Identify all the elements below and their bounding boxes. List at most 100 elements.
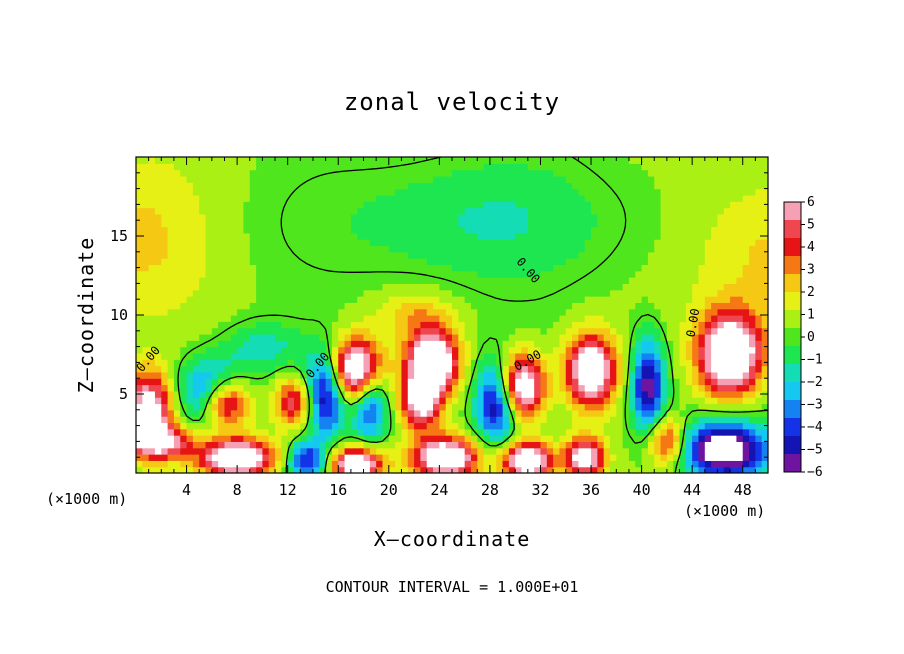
heatmap-cell bbox=[154, 283, 162, 291]
heatmap-cell bbox=[388, 365, 396, 373]
heatmap-cell bbox=[483, 308, 491, 316]
heatmap-cell bbox=[597, 327, 605, 335]
heatmap-cell bbox=[325, 251, 333, 259]
heatmap-cell bbox=[591, 194, 598, 202]
heatmap-cell bbox=[603, 346, 611, 354]
heatmap-cell bbox=[407, 403, 415, 411]
heatmap-cell bbox=[186, 384, 194, 392]
heatmap-cell bbox=[433, 239, 440, 247]
heatmap-cell bbox=[458, 315, 466, 322]
heatmap-cell bbox=[148, 163, 156, 171]
heatmap-cell bbox=[565, 333, 573, 341]
heatmap-cell bbox=[711, 390, 719, 398]
heatmap-cell bbox=[692, 258, 700, 266]
heatmap-cell bbox=[603, 466, 611, 473]
heatmap-cell bbox=[540, 289, 548, 297]
heatmap-cell bbox=[382, 188, 390, 196]
heatmap-cell bbox=[325, 422, 333, 430]
heatmap-cell bbox=[711, 283, 719, 291]
heatmap-cell bbox=[622, 239, 630, 247]
heatmap-cell bbox=[698, 397, 706, 405]
heatmap-cell bbox=[180, 384, 188, 392]
heatmap-cell bbox=[635, 352, 643, 360]
heatmap-cell bbox=[515, 157, 523, 164]
heatmap-cell bbox=[628, 403, 636, 411]
heatmap-cell bbox=[407, 454, 415, 461]
heatmap-cell bbox=[154, 175, 162, 183]
heatmap-cell bbox=[275, 220, 282, 228]
heatmap-cell bbox=[730, 384, 737, 392]
heatmap-cell bbox=[464, 371, 472, 379]
heatmap-cell bbox=[180, 416, 188, 424]
heatmap-cell bbox=[173, 283, 181, 291]
heatmap-cell bbox=[628, 466, 636, 473]
heatmap-cell bbox=[464, 239, 472, 247]
heatmap-cell bbox=[167, 213, 175, 221]
heatmap-cell bbox=[654, 466, 662, 473]
heatmap-cell bbox=[243, 207, 251, 215]
heatmap-cell bbox=[439, 213, 447, 221]
heatmap-cell bbox=[761, 245, 768, 253]
heatmap-cell bbox=[237, 447, 245, 455]
heatmap-cell bbox=[205, 258, 213, 266]
heatmap-cell bbox=[673, 232, 681, 240]
heatmap-cell bbox=[363, 232, 371, 240]
heatmap-cell bbox=[445, 333, 453, 341]
heatmap-cell bbox=[654, 213, 662, 221]
heatmap-cell bbox=[470, 384, 478, 392]
heatmap-cell bbox=[508, 397, 516, 405]
heatmap-cell bbox=[306, 447, 314, 455]
heatmap-cell bbox=[749, 359, 756, 367]
heatmap-cell bbox=[319, 403, 327, 411]
heatmap-cell bbox=[249, 289, 257, 297]
heatmap-cell bbox=[521, 308, 529, 316]
heatmap-cell bbox=[742, 258, 750, 266]
heatmap-cell bbox=[470, 207, 478, 215]
heatmap-cell bbox=[224, 397, 232, 405]
heatmap-cell bbox=[647, 327, 655, 335]
heatmap-cell bbox=[319, 207, 327, 215]
heatmap-cell bbox=[483, 371, 491, 379]
heatmap-cell bbox=[388, 226, 396, 234]
heatmap-cell bbox=[275, 447, 282, 455]
heatmap-cell bbox=[401, 466, 409, 473]
heatmap-cell bbox=[666, 283, 674, 291]
heatmap-cell bbox=[173, 340, 181, 348]
heatmap-cell bbox=[230, 422, 238, 430]
heatmap-cell bbox=[173, 466, 181, 473]
heatmap-cell bbox=[591, 289, 598, 297]
heatmap-cell bbox=[603, 207, 611, 215]
heatmap-cell bbox=[148, 428, 156, 436]
heatmap-cell bbox=[148, 157, 156, 164]
heatmap-cell bbox=[382, 454, 390, 461]
heatmap-cell bbox=[173, 365, 181, 373]
heatmap-cell bbox=[660, 378, 668, 386]
heatmap-cell bbox=[736, 428, 744, 436]
heatmap-cell bbox=[477, 321, 485, 329]
heatmap-cell bbox=[237, 232, 245, 240]
heatmap-cell bbox=[186, 365, 194, 373]
heatmap-cell bbox=[654, 245, 662, 253]
heatmap-cell bbox=[230, 302, 238, 310]
heatmap-cell bbox=[224, 409, 232, 417]
heatmap-cell bbox=[673, 340, 681, 348]
heatmap-cell bbox=[591, 232, 598, 240]
heatmap-cell bbox=[685, 466, 693, 473]
heatmap-cell bbox=[553, 397, 561, 405]
heatmap-cell bbox=[325, 308, 333, 316]
heatmap-cell bbox=[521, 416, 529, 424]
heatmap-cell bbox=[679, 232, 687, 240]
heatmap-cell bbox=[294, 327, 301, 335]
heatmap-cell bbox=[698, 340, 706, 348]
heatmap-cell bbox=[224, 315, 232, 322]
heatmap-cell bbox=[401, 194, 409, 202]
heatmap-cell bbox=[717, 194, 725, 202]
heatmap-cell bbox=[414, 466, 421, 473]
heatmap-cell bbox=[148, 201, 156, 209]
heatmap-cell bbox=[420, 315, 428, 322]
heatmap-cell bbox=[641, 188, 649, 196]
heatmap-cell bbox=[325, 283, 333, 291]
heatmap-cell bbox=[553, 308, 561, 316]
heatmap-cell bbox=[673, 327, 681, 335]
heatmap-cell bbox=[660, 207, 668, 215]
